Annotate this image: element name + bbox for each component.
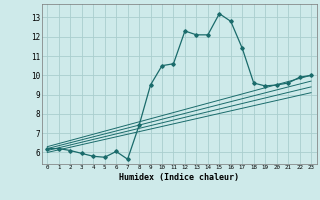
X-axis label: Humidex (Indice chaleur): Humidex (Indice chaleur) [119,173,239,182]
